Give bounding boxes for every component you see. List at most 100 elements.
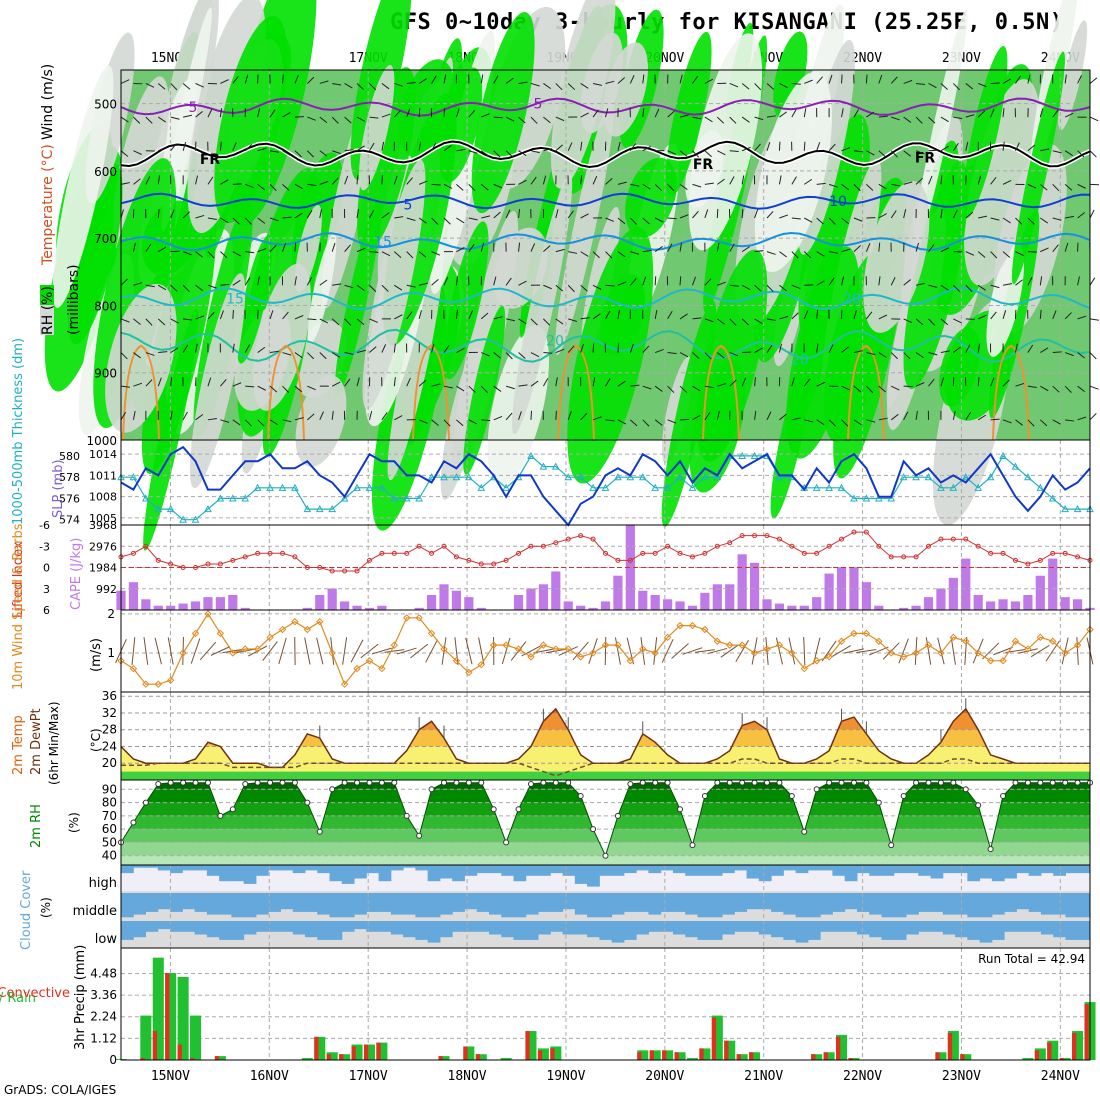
wind-barb — [1077, 385, 1086, 393]
wind-barb — [667, 150, 677, 155]
wind-barb — [667, 184, 675, 192]
wind-barb — [592, 313, 601, 320]
thickness-point — [527, 451, 535, 459]
wind10m-barb — [360, 643, 379, 659]
cape-bar — [464, 597, 474, 610]
wind-speed-point — [850, 629, 858, 638]
wind-barb — [878, 276, 881, 286]
contour-label: FR — [200, 152, 221, 168]
wind-barb — [903, 181, 913, 185]
wind-barb — [1052, 419, 1061, 425]
wind-barb — [518, 81, 528, 84]
rh2m-point — [677, 806, 684, 813]
rh2m-point — [1074, 779, 1081, 786]
wind-barb — [431, 183, 441, 186]
thickness-point — [812, 483, 821, 491]
cloud-low-bar — [599, 921, 613, 940]
wind-barb — [803, 378, 811, 387]
wind-barb — [828, 143, 836, 152]
wind-barb — [207, 251, 215, 259]
wind-barb — [903, 279, 911, 286]
wind-barb — [394, 284, 403, 291]
precip-convective-bar — [351, 1046, 356, 1060]
cloud-low-bar — [243, 921, 257, 935]
wind-barb — [518, 411, 522, 420]
wind-barb — [418, 419, 428, 424]
wind-speed-point — [278, 625, 287, 634]
wind-barb — [120, 150, 129, 157]
wind-barb — [965, 211, 974, 219]
wind10m-barb — [925, 637, 932, 665]
wind-barb — [915, 116, 923, 124]
cloud-high-bar — [1004, 865, 1017, 879]
wind-barb — [182, 284, 190, 293]
cape-bar — [240, 607, 250, 610]
rh2m-point — [465, 779, 472, 786]
wind-barb — [1052, 184, 1060, 192]
wind-barb — [617, 343, 620, 353]
wind10m-barb — [788, 637, 796, 665]
cape-bar — [849, 567, 859, 610]
cape-bar — [1023, 595, 1033, 610]
wind-barb — [1089, 209, 1095, 219]
cloud-high-bar — [771, 865, 784, 876]
cloud-low-bar — [734, 921, 748, 932]
thickness-point — [874, 494, 883, 502]
wind-barb — [331, 242, 336, 252]
wind-barb — [530, 318, 538, 326]
thickness-point — [850, 494, 858, 502]
thickness-point — [253, 483, 262, 491]
precip-convective-bar — [960, 1054, 965, 1060]
wind-barb — [940, 318, 949, 326]
wind-barb — [269, 419, 278, 426]
cloud-low-bar — [623, 921, 637, 940]
wind-barb — [356, 209, 360, 219]
wind-barb — [865, 243, 871, 252]
cape-bar — [563, 601, 573, 610]
precip-convective-bar — [699, 1048, 704, 1060]
wind-barb — [393, 377, 396, 387]
cape-bar — [1072, 599, 1083, 610]
wind-barb — [406, 82, 416, 84]
wind-barb — [704, 385, 714, 389]
wind-speed-point — [837, 637, 846, 645]
wind-speed-point — [142, 680, 150, 688]
wind-barb — [406, 108, 411, 118]
wind-barb — [207, 284, 217, 289]
wind-barb — [804, 217, 813, 223]
cloud-high-bar — [366, 865, 380, 874]
wind-barb — [1002, 217, 1011, 224]
cloud-high-bar — [415, 865, 429, 871]
rh2m-point — [341, 779, 348, 786]
wind-barb — [307, 318, 317, 321]
cloud-low-bar — [918, 921, 932, 932]
isotherm-line — [120, 231, 1091, 252]
thickness-point — [974, 483, 983, 491]
thickness-point — [589, 483, 597, 491]
wind-barb — [443, 385, 453, 389]
wind-barb — [505, 277, 512, 286]
wind-barb — [257, 419, 265, 427]
cloud-high-bar — [660, 865, 674, 871]
wind-barb — [493, 183, 503, 189]
wind-barb — [368, 410, 373, 420]
wind-barb — [307, 183, 317, 186]
precip-convective-bar — [811, 1054, 816, 1060]
cape-bar — [638, 590, 648, 610]
cloud-low-bar — [807, 921, 821, 940]
wind-barb — [294, 74, 299, 84]
wind-barb — [580, 317, 590, 320]
lifted-index-point — [677, 550, 683, 556]
rh2m-point — [416, 832, 423, 839]
wind-barb — [332, 283, 342, 286]
cape-bar — [675, 601, 685, 610]
wind-barb — [480, 150, 489, 157]
cloud-low-bar — [403, 921, 416, 938]
cape-bar — [1010, 601, 1021, 610]
wind-barb — [953, 346, 961, 353]
wind-barb — [344, 352, 354, 355]
thickness-point — [899, 473, 908, 481]
wind-barb — [754, 284, 762, 292]
wind-barb — [779, 315, 789, 320]
wind-barb — [828, 419, 836, 427]
